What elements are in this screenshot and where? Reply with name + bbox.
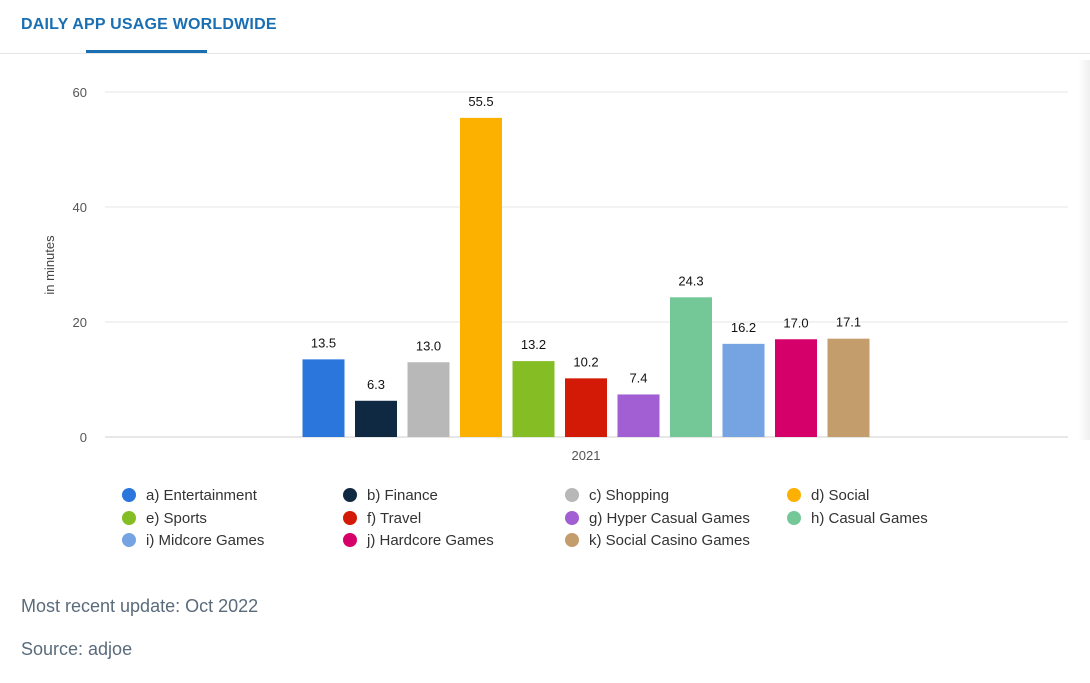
legend-dot-icon xyxy=(122,533,136,547)
legend-label: e) Sports xyxy=(146,510,207,527)
tab-bar: DAILY APP USAGE WORLDWIDE xyxy=(0,0,1090,54)
source-note: Source: adjoe xyxy=(21,639,133,659)
y-tick-label: 20 xyxy=(73,315,87,330)
legend-dot-icon xyxy=(343,488,357,502)
legend-dot-icon xyxy=(122,511,136,525)
legend-label: j) Hardcore Games xyxy=(367,532,494,549)
legend-item[interactable]: k) Social Casino Games xyxy=(565,532,750,549)
active-tab-indicator xyxy=(86,50,207,53)
legend-item[interactable]: i) Midcore Games xyxy=(122,532,264,549)
legend-label: k) Social Casino Games xyxy=(589,532,750,549)
legend-item[interactable]: h) Casual Games xyxy=(787,510,928,527)
bar[interactable] xyxy=(617,394,660,437)
legend-dot-icon xyxy=(787,511,801,525)
tab-daily-app-usage[interactable]: DAILY APP USAGE WORLDWIDE xyxy=(21,16,277,33)
data-label: 16.2 xyxy=(731,320,756,335)
legend-dot-icon xyxy=(565,488,579,502)
legend-label: b) Finance xyxy=(367,487,438,504)
bar[interactable] xyxy=(775,339,817,437)
legend-dot-icon xyxy=(565,533,579,547)
legend-dot-icon xyxy=(565,511,579,525)
legend-dot-icon xyxy=(343,511,357,525)
legend-label: a) Entertainment xyxy=(146,487,257,504)
data-label: 24.3 xyxy=(678,273,703,288)
data-label: 13.5 xyxy=(311,335,336,350)
bars xyxy=(302,117,870,437)
data-label: 17.0 xyxy=(783,315,808,330)
bar[interactable] xyxy=(827,338,870,437)
legend-item[interactable]: a) Entertainment xyxy=(122,487,257,504)
bar[interactable] xyxy=(512,361,555,437)
bar[interactable] xyxy=(407,362,450,437)
y-tick-label: 40 xyxy=(73,200,87,215)
y-axis-label: in minutes xyxy=(42,235,57,295)
x-tick-label: 2021 xyxy=(572,448,601,463)
data-label: 7.4 xyxy=(629,370,647,385)
bar[interactable] xyxy=(670,297,712,437)
bar[interactable] xyxy=(460,117,502,437)
update-note: Most recent update: Oct 2022 xyxy=(21,596,259,616)
legend-label: i) Midcore Games xyxy=(146,532,265,549)
bar[interactable] xyxy=(302,359,345,437)
legend-item[interactable]: j) Hardcore Games xyxy=(343,532,494,549)
data-labels: 13.5 6.3 13.0 55.5 13.2 10.2 7.4 24.3 16.2 17.0 17… xyxy=(311,94,861,392)
y-tick-label: 60 xyxy=(73,85,87,100)
data-label: 13.2 xyxy=(521,337,546,352)
legend-label: f) Travel xyxy=(367,510,422,527)
bar[interactable] xyxy=(565,378,607,437)
legend-label: h) Casual Games xyxy=(811,510,928,527)
legend-item[interactable]: c) Shopping xyxy=(565,487,669,504)
legend-item[interactable]: f) Travel xyxy=(343,510,421,527)
data-label: 13.0 xyxy=(416,338,441,353)
data-label: 17.1 xyxy=(836,315,861,330)
legend-dot-icon xyxy=(343,533,357,547)
data-label: 55.5 xyxy=(468,94,493,109)
legend-label: g) Hyper Casual Games xyxy=(589,510,750,527)
data-label: 6.3 xyxy=(367,377,385,392)
bar[interactable] xyxy=(355,400,397,437)
bar[interactable] xyxy=(722,343,765,437)
data-label: 10.2 xyxy=(573,354,598,369)
legend-label: c) Shopping xyxy=(589,487,670,504)
legend-item[interactable]: d) Social xyxy=(787,487,869,504)
legend-item[interactable]: g) Hyper Casual Games xyxy=(565,510,750,527)
bar-chart: 0 20 40 60 13.5 6.3 13.0 55.5 13.2 10.2 7.4 24.3 16… xyxy=(42,85,1068,463)
legend-item[interactable]: e) Sports xyxy=(122,510,207,527)
legend-dot-icon xyxy=(787,488,801,502)
legend-label: d) Social xyxy=(811,487,870,504)
y-tick-label: 0 xyxy=(80,430,87,445)
legend-dot-icon xyxy=(122,488,136,502)
legend-item[interactable]: b) Finance xyxy=(343,487,438,504)
side-shadow xyxy=(1078,60,1090,440)
